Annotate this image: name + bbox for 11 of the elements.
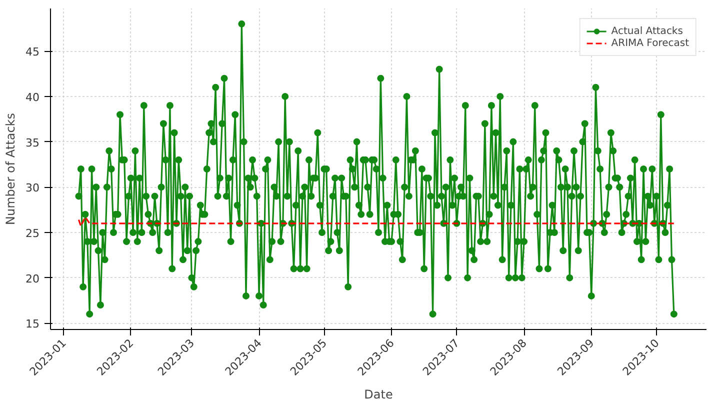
y-tick-label: 45 [26,46,40,59]
x-axis-title: Date [364,387,393,402]
legend-label: ARIMA Forecast [611,37,689,49]
legend-label: Actual Attacks [611,25,683,37]
y-tick-label: 40 [26,90,40,104]
y-axis-title: Number of Attacks [4,113,18,225]
y-tick-label: 35 [26,136,40,150]
y-tick-label: 15 [26,318,40,331]
y-tick-label: 25 [26,226,40,240]
y-tick-label: 20 [26,272,40,286]
y-tick-label: 30 [26,182,40,195]
